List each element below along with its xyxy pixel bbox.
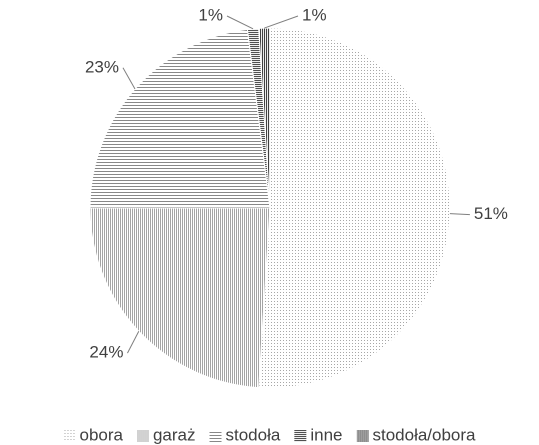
data-label: 51% [474,204,508,223]
leader-line [264,15,299,29]
legend-label: stodoła [226,425,281,444]
leader-line [449,213,470,216]
legend-label: obora [79,425,123,444]
data-label: 24% [89,343,123,362]
legend-swatch [356,430,369,442]
legend-label: inne [310,425,342,444]
leader-line [122,67,136,90]
pie-slice [89,28,271,209]
leader-line [127,330,140,354]
legend-swatch [63,430,76,442]
legend-swatch [294,430,307,442]
pie-slice [258,27,451,389]
legend-swatch [209,430,222,442]
pie-slice [89,207,271,389]
leader-line [226,15,254,30]
data-label: 1% [302,5,327,24]
legend-label: stodoła/obora [372,425,476,444]
legend-label: garaż [153,425,196,444]
legend-swatch [136,430,149,442]
legend: obora garaż stodoła inne stodoła/obora [63,425,476,444]
data-label: 1% [198,5,223,24]
data-label: 23% [85,57,119,76]
